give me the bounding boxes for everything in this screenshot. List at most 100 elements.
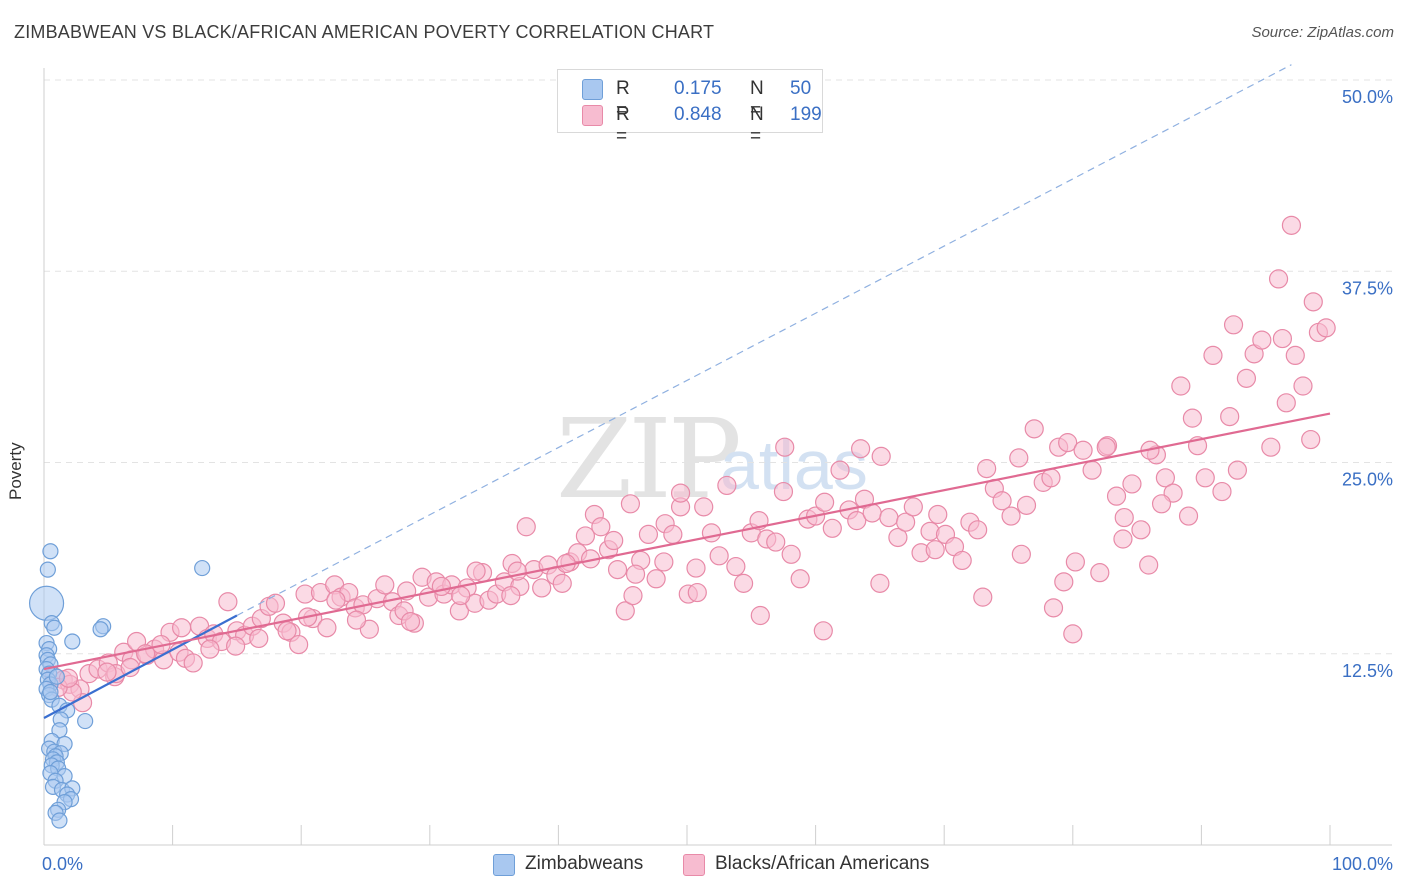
point-blacks — [1220, 407, 1240, 427]
point-blacks — [1009, 448, 1029, 468]
point-zimbabweans — [77, 712, 94, 730]
point-zimbabweans — [28, 585, 65, 621]
point-blacks — [968, 520, 988, 540]
point-blacks — [766, 532, 786, 552]
point-blacks — [670, 483, 691, 503]
point-blacks — [790, 569, 810, 589]
point-blacks — [638, 524, 659, 545]
point-blacks — [1024, 419, 1044, 439]
legend-n-label: N = — [750, 78, 764, 121]
point-blacks — [1114, 507, 1134, 528]
point-blacks — [501, 586, 521, 606]
point-blacks — [1316, 318, 1336, 338]
point-zimbabweans — [46, 619, 63, 636]
point-blacks — [1182, 408, 1202, 428]
point-blacks — [773, 481, 794, 502]
point-blacks — [507, 561, 527, 581]
point-blacks — [1178, 506, 1199, 526]
point-blacks — [977, 459, 997, 479]
point-blacks — [1011, 544, 1031, 564]
point-blacks — [1058, 433, 1078, 453]
point-blacks — [1236, 368, 1257, 388]
point-blacks — [277, 621, 297, 641]
y-axis-label: Poverty — [6, 442, 25, 500]
point-blacks — [920, 521, 940, 541]
point-blacks — [726, 556, 746, 577]
point-zimbabweans — [51, 812, 68, 829]
point-blacks — [928, 504, 948, 525]
point-blacks — [97, 662, 117, 682]
point-blacks — [1065, 552, 1085, 572]
point-blacks — [1113, 529, 1133, 549]
legend-r-value: 0.848 — [674, 104, 722, 125]
point-blacks — [623, 586, 643, 606]
point-blacks — [1151, 494, 1172, 514]
point-blacks — [1054, 572, 1074, 592]
point-blacks — [896, 512, 916, 532]
point-blacks — [604, 530, 624, 551]
point-zimbabweans — [42, 543, 59, 560]
point-blacks — [625, 564, 646, 584]
point-blacks — [1171, 376, 1191, 396]
chart-title: ZIMBABWEAN VS BLACK/AFRICAN AMERICAN POV… — [14, 22, 715, 42]
point-blacks — [265, 593, 286, 613]
point-blacks — [1276, 393, 1296, 413]
point-blacks — [552, 573, 572, 593]
point-blacks — [1285, 345, 1305, 365]
point-blacks — [686, 558, 706, 578]
point-blacks — [925, 540, 945, 560]
legend-r-value: 0.175 — [674, 78, 722, 99]
point-blacks — [871, 446, 891, 466]
point-blacks — [607, 559, 628, 580]
point-blacks — [1106, 486, 1127, 506]
point-blacks — [289, 634, 309, 655]
point-blacks — [120, 657, 140, 678]
y-tick-label: 37.5% — [1342, 278, 1393, 298]
source-label: Source: ZipAtlas.com — [1251, 24, 1394, 41]
point-blacks — [973, 587, 993, 607]
point-blacks — [615, 601, 635, 621]
point-blacks — [1016, 495, 1037, 515]
point-blacks — [1301, 429, 1321, 450]
bottom-legend-swatch-blacks — [683, 854, 705, 876]
trend-extension-zimbabweans — [236, 64, 1292, 617]
point-blacks — [1001, 506, 1021, 526]
point-blacks — [591, 517, 611, 537]
point-blacks — [1082, 460, 1102, 480]
trend-line-zimbabweans — [43, 614, 238, 719]
point-blacks — [620, 494, 641, 514]
point-zimbabweans — [42, 683, 59, 701]
point-blacks — [1090, 563, 1110, 583]
point-blacks — [1043, 598, 1064, 618]
point-zimbabweans — [39, 561, 56, 578]
point-blacks — [775, 437, 795, 457]
point-blacks — [830, 460, 850, 480]
point-blacks — [1195, 468, 1215, 488]
point-blacks — [200, 639, 220, 659]
point-blacks — [1139, 555, 1159, 575]
point-blacks — [646, 569, 666, 589]
point-blacks — [1223, 315, 1244, 335]
bottom-legend-swatch-zimbabweans — [493, 854, 515, 876]
point-blacks — [326, 590, 346, 610]
point-zimbabweans — [48, 668, 65, 685]
point-blacks — [879, 507, 899, 528]
point-blacks — [172, 618, 192, 638]
point-blacks — [687, 582, 707, 603]
point-blacks — [375, 575, 395, 595]
point-blacks — [654, 552, 674, 572]
point-zimbabweans — [92, 621, 109, 638]
point-blacks — [431, 576, 451, 597]
legend-n-value: 50 — [790, 78, 812, 99]
point-blacks — [466, 561, 486, 581]
point-blacks — [451, 586, 471, 606]
point-blacks — [781, 544, 801, 564]
bottom-legend-label-zimbabweans: Zimbabweans — [525, 853, 644, 874]
legend-r-label: R = — [616, 104, 630, 147]
point-blacks — [1252, 330, 1272, 350]
point-blacks — [1063, 624, 1083, 644]
point-blacks — [317, 618, 337, 638]
point-blacks — [1122, 474, 1142, 494]
y-tick-label: 50.0% — [1342, 87, 1393, 107]
